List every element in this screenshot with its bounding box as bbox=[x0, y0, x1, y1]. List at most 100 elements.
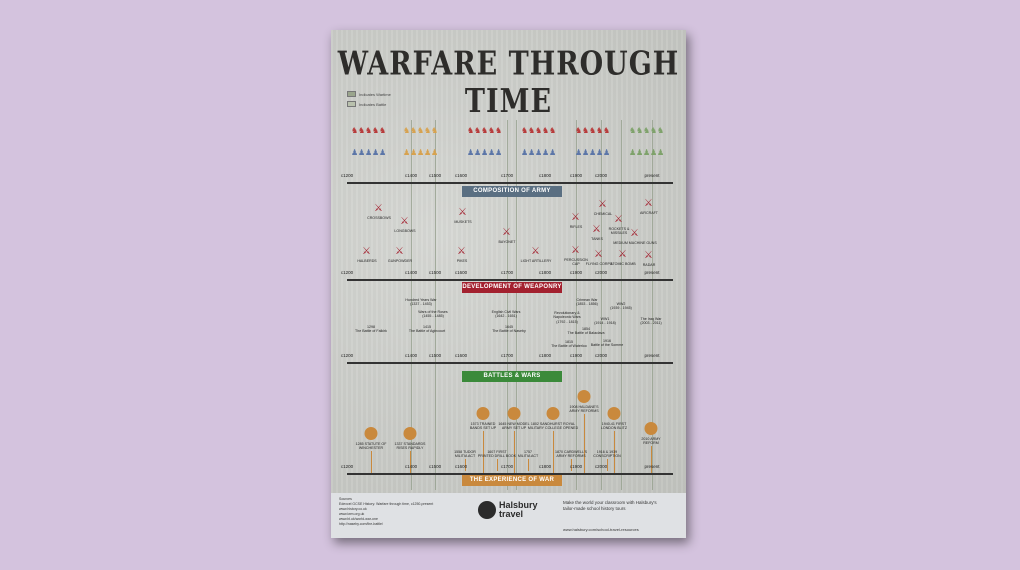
experience-connector bbox=[371, 451, 372, 473]
timeline-ticks-weaponry: c1200 c1400 c1500 c1600 c1700 c1800 c1900 c2000… bbox=[341, 270, 673, 278]
battle-label: 1415 The Battle of Agincourt bbox=[408, 325, 446, 334]
era-line bbox=[576, 120, 577, 490]
era-line bbox=[411, 120, 412, 490]
tick-label: c2000 bbox=[594, 173, 608, 178]
timeline-axis-weaponry bbox=[347, 279, 673, 281]
battle-label: 1298 The Battle of Falkirk bbox=[355, 325, 387, 334]
weapon-label: LIGHT ARTILLERY bbox=[520, 259, 552, 263]
weapon-icon: ⚔ bbox=[502, 227, 511, 238]
legend-battle: Indicates Battle bbox=[347, 101, 391, 107]
weapon-label: BAYONET bbox=[498, 240, 516, 244]
experience-icon bbox=[476, 407, 490, 420]
soldier-icon: ♞ bbox=[575, 126, 583, 135]
battle-label: Wars of the Roses (1455 - 1485) bbox=[418, 310, 448, 319]
weapon-label: RIFLES bbox=[569, 225, 583, 229]
weapon-label: ATOMIC BOMB bbox=[610, 262, 636, 266]
halsbury-logo[interactable]: Halsbury travel bbox=[478, 501, 538, 519]
experience-connector bbox=[497, 459, 498, 471]
tick-label: c1800 bbox=[538, 270, 552, 275]
weapon-label: PIKES bbox=[456, 259, 468, 263]
tick-label: c2000 bbox=[594, 270, 608, 275]
soldier-icon: ♞ bbox=[582, 126, 590, 135]
soldier-icon: ♟ bbox=[424, 148, 432, 157]
tick-label: c1700 bbox=[500, 173, 514, 178]
experience-icon bbox=[507, 407, 521, 420]
footer-url[interactable]: www.halsbury.com/school-travel-resources bbox=[563, 527, 639, 532]
tick-label: c1800 bbox=[538, 353, 552, 358]
battle-label: The Iraq War (2003 - 2011) bbox=[640, 317, 662, 326]
experience-label: 1285 STATUTE OF WINCHESTER bbox=[355, 442, 387, 451]
soldier-icon: ♟ bbox=[636, 148, 644, 157]
weapon-icon: ⚔ bbox=[644, 250, 653, 261]
soldier-icon: ♞ bbox=[467, 126, 475, 135]
tick-label: c1700 bbox=[500, 464, 514, 469]
tick-label: c1500 bbox=[428, 270, 442, 275]
weapon-label: GUNPOWDER bbox=[387, 259, 413, 263]
soldier-icon: ♟ bbox=[410, 148, 418, 157]
soldier-icon: ♞ bbox=[410, 126, 418, 135]
soldier-icon: ♟ bbox=[474, 148, 482, 157]
soldier-icon: ♟ bbox=[650, 148, 658, 157]
soldier-icon: ♞ bbox=[542, 126, 550, 135]
tick-label: c1800 bbox=[538, 464, 552, 469]
tick-label: c1400 bbox=[404, 353, 418, 358]
weapon-label: AIRCRAFT bbox=[640, 211, 658, 215]
soldier-icon: ♟ bbox=[603, 148, 611, 157]
tick-label: c1600 bbox=[454, 270, 468, 275]
soldier-icon: ♞ bbox=[403, 126, 411, 135]
tick-label: present bbox=[644, 464, 660, 469]
soldier-icon: ♟ bbox=[379, 148, 387, 157]
sources-text: Sources Edexcel GCSE History: Warfare th… bbox=[339, 497, 434, 526]
soldier-icon: ♞ bbox=[351, 126, 359, 135]
tick-label: c1500 bbox=[428, 353, 442, 358]
tick-label: present bbox=[644, 173, 660, 178]
weapon-icon: ⚔ bbox=[374, 203, 383, 214]
brand-line2: travel bbox=[499, 509, 524, 519]
era-line bbox=[435, 120, 436, 490]
soldier-icon: ♞ bbox=[379, 126, 387, 135]
section-army: COMPOSITION OF ARMY bbox=[462, 186, 562, 197]
weapon-icon: ⚔ bbox=[630, 228, 639, 239]
promo-text: Make the world your classroom with Halsb… bbox=[563, 500, 657, 511]
weapon-label: MEDIUM MACHINE GUNS bbox=[613, 241, 657, 245]
soldier-icon: ♟ bbox=[481, 148, 489, 157]
soldier-icon: ♟ bbox=[495, 148, 503, 157]
soldier-icon: ♟ bbox=[403, 148, 411, 157]
tick-label: c1600 bbox=[454, 173, 468, 178]
section-weaponry: DEVELOPMENT OF WEAPONRY bbox=[462, 282, 562, 293]
soldier-icon: ♞ bbox=[431, 126, 439, 135]
soldier-icon: ♞ bbox=[474, 126, 482, 135]
poster: WARFARE THROUGH TIME Indicates Wartime I… bbox=[331, 30, 686, 538]
weapon-label: LONGBOWS bbox=[394, 229, 416, 233]
tick-label: c1400 bbox=[404, 173, 418, 178]
soldier-icon: ♟ bbox=[372, 148, 380, 157]
experience-label: 1558 TUDOR MILITIA ACT bbox=[454, 450, 476, 459]
soldier-icon: ♟ bbox=[629, 148, 637, 157]
battle-label: Crimean War (1853 - 1856) bbox=[576, 298, 598, 307]
weapon-icon: ⚔ bbox=[395, 246, 404, 257]
tick-label: c1400 bbox=[404, 464, 418, 469]
tick-label: c1600 bbox=[454, 464, 468, 469]
tick-label: c1200 bbox=[340, 173, 354, 178]
soldier-icon: ♞ bbox=[596, 126, 604, 135]
weapon-label: CHEMICAL bbox=[593, 212, 613, 216]
section-battles: BATTLES & WARS bbox=[462, 371, 562, 382]
weapon-label: HALBERDS bbox=[357, 259, 377, 263]
soldier-icon: ♞ bbox=[549, 126, 557, 135]
experience-connector bbox=[528, 459, 529, 471]
experience-label: 1870 CARDWELL'S ARMY REFORMS bbox=[554, 450, 588, 459]
soldier-icon: ♟ bbox=[358, 148, 366, 157]
experience-label: 2010 ARMY REFORM bbox=[641, 437, 661, 446]
experience-label: 1916 & 1939 CONSCRIPTION bbox=[593, 450, 621, 459]
experience-icon bbox=[403, 427, 417, 440]
footer: Sources Edexcel GCSE History: Warfare th… bbox=[331, 493, 686, 538]
soldier-icon: ♞ bbox=[636, 126, 644, 135]
weapon-label: PERCUSSION CAP bbox=[564, 258, 588, 267]
soldier-icon: ♟ bbox=[542, 148, 550, 157]
timeline-axis-army bbox=[347, 182, 673, 184]
legend: Indicates Wartime Indicates Battle bbox=[347, 91, 391, 111]
soldier-icon: ♞ bbox=[528, 126, 536, 135]
weapon-icon: ⚔ bbox=[458, 207, 467, 218]
experience-label: 1802 SANDHURST ROYAL MILITARY COLLEGE OP… bbox=[527, 422, 579, 431]
weapon-label: TANKS bbox=[591, 237, 603, 241]
